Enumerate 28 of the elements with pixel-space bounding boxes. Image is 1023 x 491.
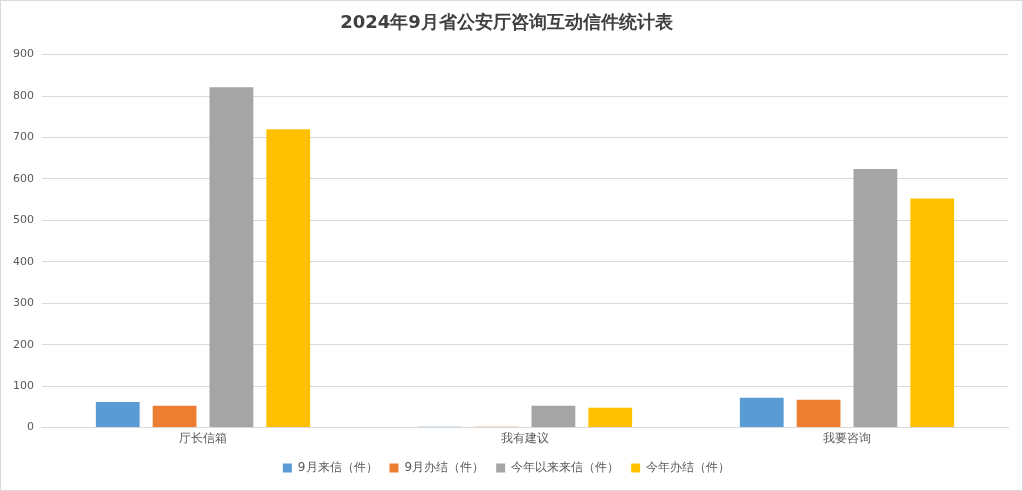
y-tick-label: 100 [13,379,34,393]
x-tick-label: 我有建议 [501,430,549,445]
bar [796,399,841,428]
y-tick-label: 600 [13,171,34,185]
bar [531,405,576,428]
chart-title: 2024年9月省公安厅咨询互动信件统计表 [340,11,673,33]
bar [910,198,955,428]
y-tick-label: 900 [13,47,34,61]
y-tick-label: 800 [13,88,34,102]
bar [739,397,784,428]
y-tick-label: 0 [27,420,34,434]
legend-label: 9月办结（件） [404,460,485,475]
x-tick-label: 我要咨询 [823,430,871,445]
legend-label: 今年以来来信（件） [511,460,620,475]
bar [266,129,311,428]
legend-label: 9月来信（件） [297,460,378,475]
y-tick-label: 400 [13,254,34,268]
bar [152,405,197,428]
bar [95,401,140,428]
y-tick-label: 300 [13,296,34,310]
y-tick-label: 700 [13,130,34,144]
y-tick-label: 500 [13,213,34,227]
bar [588,407,633,428]
bar [209,87,254,428]
x-tick-label: 厅长信箱 [179,430,227,445]
y-tick-label: 200 [13,337,34,351]
legend-label: 今年办结（件） [646,460,731,475]
bar [853,168,898,428]
